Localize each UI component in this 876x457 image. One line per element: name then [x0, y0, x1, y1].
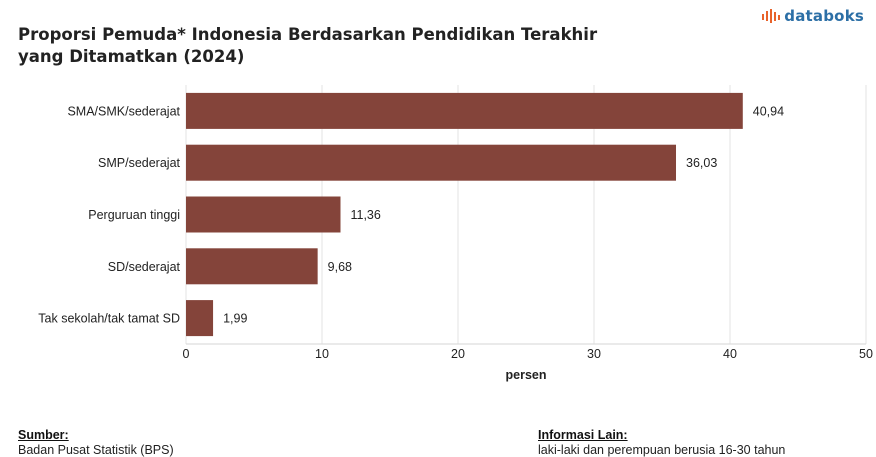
- category-label: SD/sederajat: [108, 260, 181, 274]
- labels: 0 10 20 30 40 50 SMA/SMK/sederajat 40,94 SMP/sed…: [38, 104, 873, 361]
- source-value: Badan Pusat Statistik (BPS): [18, 443, 174, 457]
- x-tick-label: 0: [183, 347, 190, 361]
- x-tick-label: 10: [315, 347, 329, 361]
- category-label: SMP/sederajat: [98, 156, 181, 170]
- bar[interactable]: [186, 144, 677, 181]
- databoks-logo-text: databoks: [784, 7, 864, 25]
- bar[interactable]: [186, 196, 341, 233]
- bar[interactable]: [186, 248, 318, 285]
- bars: [186, 92, 743, 337]
- x-axis-title: persen: [506, 368, 547, 382]
- data-label: 11,36: [350, 208, 380, 222]
- chart-title-line-2: yang Ditamatkan (2024): [18, 47, 245, 66]
- data-label: 9,68: [328, 260, 352, 274]
- data-label: 36,03: [686, 156, 717, 170]
- category-label: SMA/SMK/sederajat: [67, 104, 180, 118]
- source-section: Sumber: Badan Pusat Statistik (BPS): [18, 428, 174, 457]
- category-label: Perguruan tinggi: [88, 208, 180, 222]
- info-value: laki-laki dan perempuan berusia 16-30 ta…: [538, 443, 786, 457]
- info-label: Informasi Lain:: [538, 428, 628, 442]
- source-label: Sumber:: [18, 428, 69, 442]
- x-tick-label: 30: [587, 347, 601, 361]
- x-tick-label: 40: [723, 347, 737, 361]
- data-label: 40,94: [753, 104, 784, 118]
- category-label: Tak sekolah/tak tamat SD: [38, 312, 180, 326]
- x-tick-label: 50: [859, 347, 873, 361]
- chart-title-line-1: Proporsi Pemuda* Indonesia Berdasarkan P…: [18, 25, 598, 44]
- databoks-logo-icon: [762, 9, 781, 23]
- bar[interactable]: [186, 92, 743, 129]
- data-label: 1,99: [223, 312, 247, 326]
- databoks-logo[interactable]: databoks: [761, 6, 864, 26]
- bar[interactable]: [186, 300, 214, 337]
- x-tick-label: 20: [451, 347, 465, 361]
- chart-title: Proporsi Pemuda* Indonesia Berdasarkan P…: [18, 24, 658, 68]
- info-section: Informasi Lain: laki-laki dan perempuan …: [538, 428, 785, 457]
